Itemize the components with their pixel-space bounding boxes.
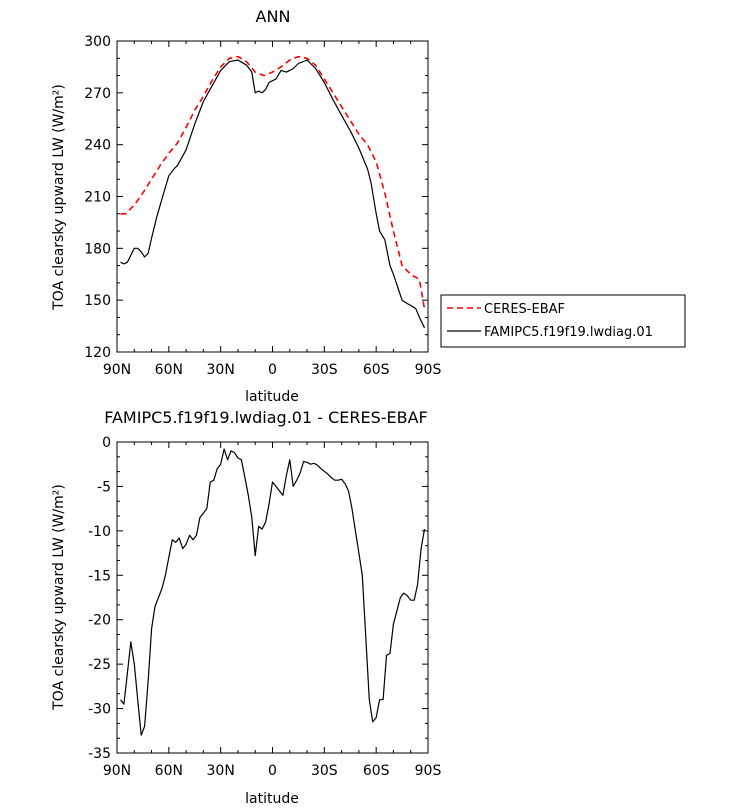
y-axis-top: 120 150 180 210 240 270 300 xyxy=(84,34,428,361)
y-tick-label: -5 xyxy=(97,479,111,495)
y-axis-title-bottom: TOA clearsky upward LW (W/m²) xyxy=(51,484,67,711)
chart-title-top: ANN xyxy=(256,7,291,26)
x-tick-label: 60S xyxy=(363,763,390,779)
legend-box xyxy=(440,294,686,348)
x-tick-label: 30S xyxy=(311,362,338,378)
x-tick-label: 30S xyxy=(311,763,338,779)
legend-label-ceres: CERES-EBAF xyxy=(484,302,565,317)
y-tick-label: 150 xyxy=(84,293,111,309)
x-axis-bottom: 90N 60N 30N 0 30S 60S 90S xyxy=(103,442,442,779)
chart-title-bottom: FAMIPC5.f19f19.lwdiag.01 - CERES-EBAF xyxy=(104,408,428,427)
plot-frame-top xyxy=(116,40,429,353)
legend-label-model: FAMIPC5.f19f19.lwdiag.01 xyxy=(484,325,653,340)
y-tick-label: -25 xyxy=(88,657,111,673)
x-tick-label: 60S xyxy=(363,362,390,378)
x-tick-label: 90S xyxy=(415,763,442,779)
panel-bottom: FAMIPC5.f19f19.lwdiag.01 - CERES-EBAF -3… xyxy=(51,408,441,807)
x-tick-label: 90N xyxy=(103,362,131,378)
y-axis-title-top: TOA clearsky upward LW (W/m²) xyxy=(51,84,67,311)
x-axis-top: 90N 60N 30N 0 30S 60S 90S xyxy=(103,41,442,378)
x-tick-label: 90S xyxy=(415,362,442,378)
x-axis-title-top: latitude xyxy=(245,389,299,405)
y-tick-label: -35 xyxy=(88,746,111,762)
series-group-bottom xyxy=(120,448,426,736)
series-line-difference xyxy=(120,448,426,736)
x-tick-label: 30N xyxy=(207,763,235,779)
x-tick-label: 90N xyxy=(103,763,131,779)
x-tick-label: 0 xyxy=(268,763,277,779)
y-tick-label: 240 xyxy=(84,138,111,154)
plot-frame-bottom xyxy=(116,441,429,754)
panel-top: ANN 120 150 180 210 240 270 300 90N 60N 30N 0 30S 6… xyxy=(51,7,686,405)
y-tick-label: 270 xyxy=(84,86,111,102)
y-tick-label: 210 xyxy=(84,190,111,206)
y-tick-label: -15 xyxy=(88,568,111,584)
series-line-ceres-ebaf xyxy=(120,55,426,309)
legend: CERES-EBAF FAMIPC5.f19f19.lwdiag.01 xyxy=(440,294,686,348)
y-tick-label: 120 xyxy=(84,345,111,361)
x-tick-label: 0 xyxy=(268,362,277,378)
x-tick-label: 60N xyxy=(155,763,183,779)
y-axis-bottom: -35 -30 -25 -20 -15 -10 -5 0 xyxy=(88,435,428,762)
y-tick-label: 0 xyxy=(102,435,111,451)
series-line-famipc5-f19f19-lwdiag-01 xyxy=(120,59,426,329)
x-tick-label: 30N xyxy=(207,362,235,378)
y-tick-label: -30 xyxy=(88,702,111,718)
y-tick-label: -10 xyxy=(88,524,111,540)
x-tick-label: 60N xyxy=(155,362,183,378)
series-group-top xyxy=(120,55,426,329)
x-axis-title-bottom: latitude xyxy=(245,791,299,807)
y-tick-label: 180 xyxy=(84,241,111,257)
y-tick-label: 300 xyxy=(84,34,111,50)
y-tick-label: -20 xyxy=(88,613,111,629)
